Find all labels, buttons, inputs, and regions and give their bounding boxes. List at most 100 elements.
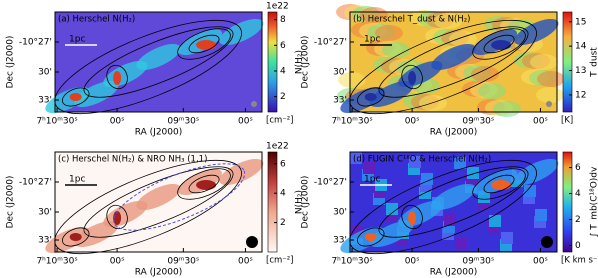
colorbar-unit: [K km s⁻¹]	[561, 256, 598, 266]
map-texture	[536, 87, 564, 103]
contour	[472, 28, 526, 60]
beam	[546, 101, 552, 107]
map-pixel	[467, 167, 479, 179]
map-pixel	[444, 214, 456, 226]
colorbar-tick-label: 4	[280, 66, 286, 76]
contour	[83, 166, 234, 238]
y-tick-label: 33'	[38, 96, 52, 106]
colorbar-unit: [K]	[561, 116, 573, 126]
x-tick-label: 00ˢ	[110, 257, 125, 267]
core	[196, 180, 217, 190]
colorbar	[562, 11, 573, 113]
map-frame	[54, 11, 263, 113]
colorbar-tick-label: 12	[575, 90, 586, 100]
colorbar	[267, 11, 278, 113]
map-pixel	[363, 162, 375, 174]
panel: (c) Herschel N(H₂) & NRO NH₃ (1,1) 1pc -10…	[6, 142, 305, 278]
contour	[188, 174, 220, 194]
scale-bar-label: 1pc	[69, 175, 85, 185]
filament	[431, 43, 476, 71]
scale-bar-label: 1pc	[364, 35, 380, 45]
y-tick-label: 33'	[333, 236, 347, 246]
y-tick-label: 30'	[333, 68, 347, 78]
x-tick-label: 7ʰ10ᵐ30ˢ	[36, 257, 77, 267]
contour	[356, 87, 385, 107]
y-tick-label: -10°27'	[19, 178, 52, 188]
map-texture	[493, 101, 521, 117]
map-pixel	[501, 232, 513, 244]
x-tick-label: 7ʰ10ᵐ30ˢ	[331, 117, 372, 127]
x-tick-label: 09ᵐ30ˢ	[462, 117, 494, 127]
core	[69, 233, 82, 241]
map-frame	[349, 11, 558, 113]
y-axis-label: Dec (J2000)	[6, 36, 16, 89]
contour	[83, 26, 234, 98]
colorbar-tick-label: 2	[280, 92, 286, 102]
x-axis-label: RA (J2000)	[430, 268, 478, 278]
colorbar-tick-label: 6	[575, 163, 581, 173]
panel: (b) Herschel T_dust & N(H₂) 1pc -10°27' 30'…	[301, 4, 598, 138]
y-tick-label: 33'	[333, 96, 347, 106]
colorbar-tick-label: 2	[575, 215, 581, 225]
colorbar-tick-label: 15	[575, 17, 586, 27]
map-pixel	[386, 203, 398, 215]
contour	[378, 166, 529, 238]
map-frame	[54, 151, 263, 253]
panel-title: (a) Herschel N(H₂)	[58, 15, 135, 25]
filament	[136, 43, 181, 71]
colorbar-exponent: 1e22	[266, 142, 289, 152]
panel: (d) FUGIN C¹⁸O & Herschel N(H₂) 1pc -10°27…	[301, 151, 598, 278]
colorbar-tick-label: 2	[280, 218, 286, 228]
map-pixel	[535, 209, 547, 221]
scale-bar-label: 1pc	[364, 175, 380, 185]
colorbar-label: N(H₂)	[295, 190, 305, 214]
map-texture	[434, 13, 462, 29]
contour	[106, 64, 128, 90]
contour	[401, 204, 423, 230]
x-tick-label: 00ˢ	[238, 257, 253, 267]
colorbar-tick-label: 14	[575, 42, 587, 52]
nh3-contour	[113, 163, 246, 231]
colorbar-tick-label: 4	[575, 189, 581, 199]
beam	[246, 236, 258, 248]
y-tick-label: -10°27'	[314, 38, 347, 48]
panel-title: (c) Herschel N(H₂) & NRO NH₃ (1,1)	[58, 155, 207, 165]
contour	[61, 227, 90, 247]
colorbar-label: N(H₂)	[295, 50, 305, 74]
panel-title: (d) FUGIN C¹⁸O & Herschel N(H₂)	[353, 155, 491, 165]
scale-bar-label: 1pc	[69, 35, 85, 45]
core	[364, 93, 377, 101]
colorbar	[562, 151, 573, 253]
core	[491, 40, 512, 50]
colorbar	[267, 151, 278, 253]
colorbar-tick-label: 0	[575, 241, 581, 251]
core	[113, 71, 122, 85]
map-texture	[471, 66, 499, 82]
y-tick-label: -10°27'	[19, 38, 52, 48]
x-tick-label: 09ᵐ30ˢ	[462, 257, 494, 267]
filament	[136, 183, 181, 211]
map-texture	[338, 72, 366, 88]
colorbar-exponent: 1e22	[266, 2, 289, 12]
map-pixel	[524, 185, 536, 197]
core	[491, 180, 512, 190]
x-tick-label: 7ʰ10ᵐ30ˢ	[36, 117, 77, 127]
x-tick-label: 00ˢ	[110, 117, 125, 127]
colorbar-tick-label: 4	[280, 189, 286, 199]
colorbar-label: T_dust	[590, 47, 598, 78]
contour	[177, 168, 231, 200]
map-texture	[537, 71, 565, 87]
x-axis-label: RA (J2000)	[135, 268, 183, 278]
x-tick-label: 09ᵐ30ˢ	[167, 257, 199, 267]
y-axis-label: Dec (J2000)	[301, 36, 311, 89]
map-frame	[349, 151, 558, 253]
contour	[472, 168, 526, 200]
x-tick-label: 00ˢ	[405, 117, 420, 127]
map-pixel	[421, 173, 433, 185]
map-texture	[375, 25, 403, 41]
map-texture	[382, 42, 410, 58]
map-texture	[530, 54, 558, 70]
contour	[61, 87, 90, 107]
map-pixel	[409, 156, 421, 168]
